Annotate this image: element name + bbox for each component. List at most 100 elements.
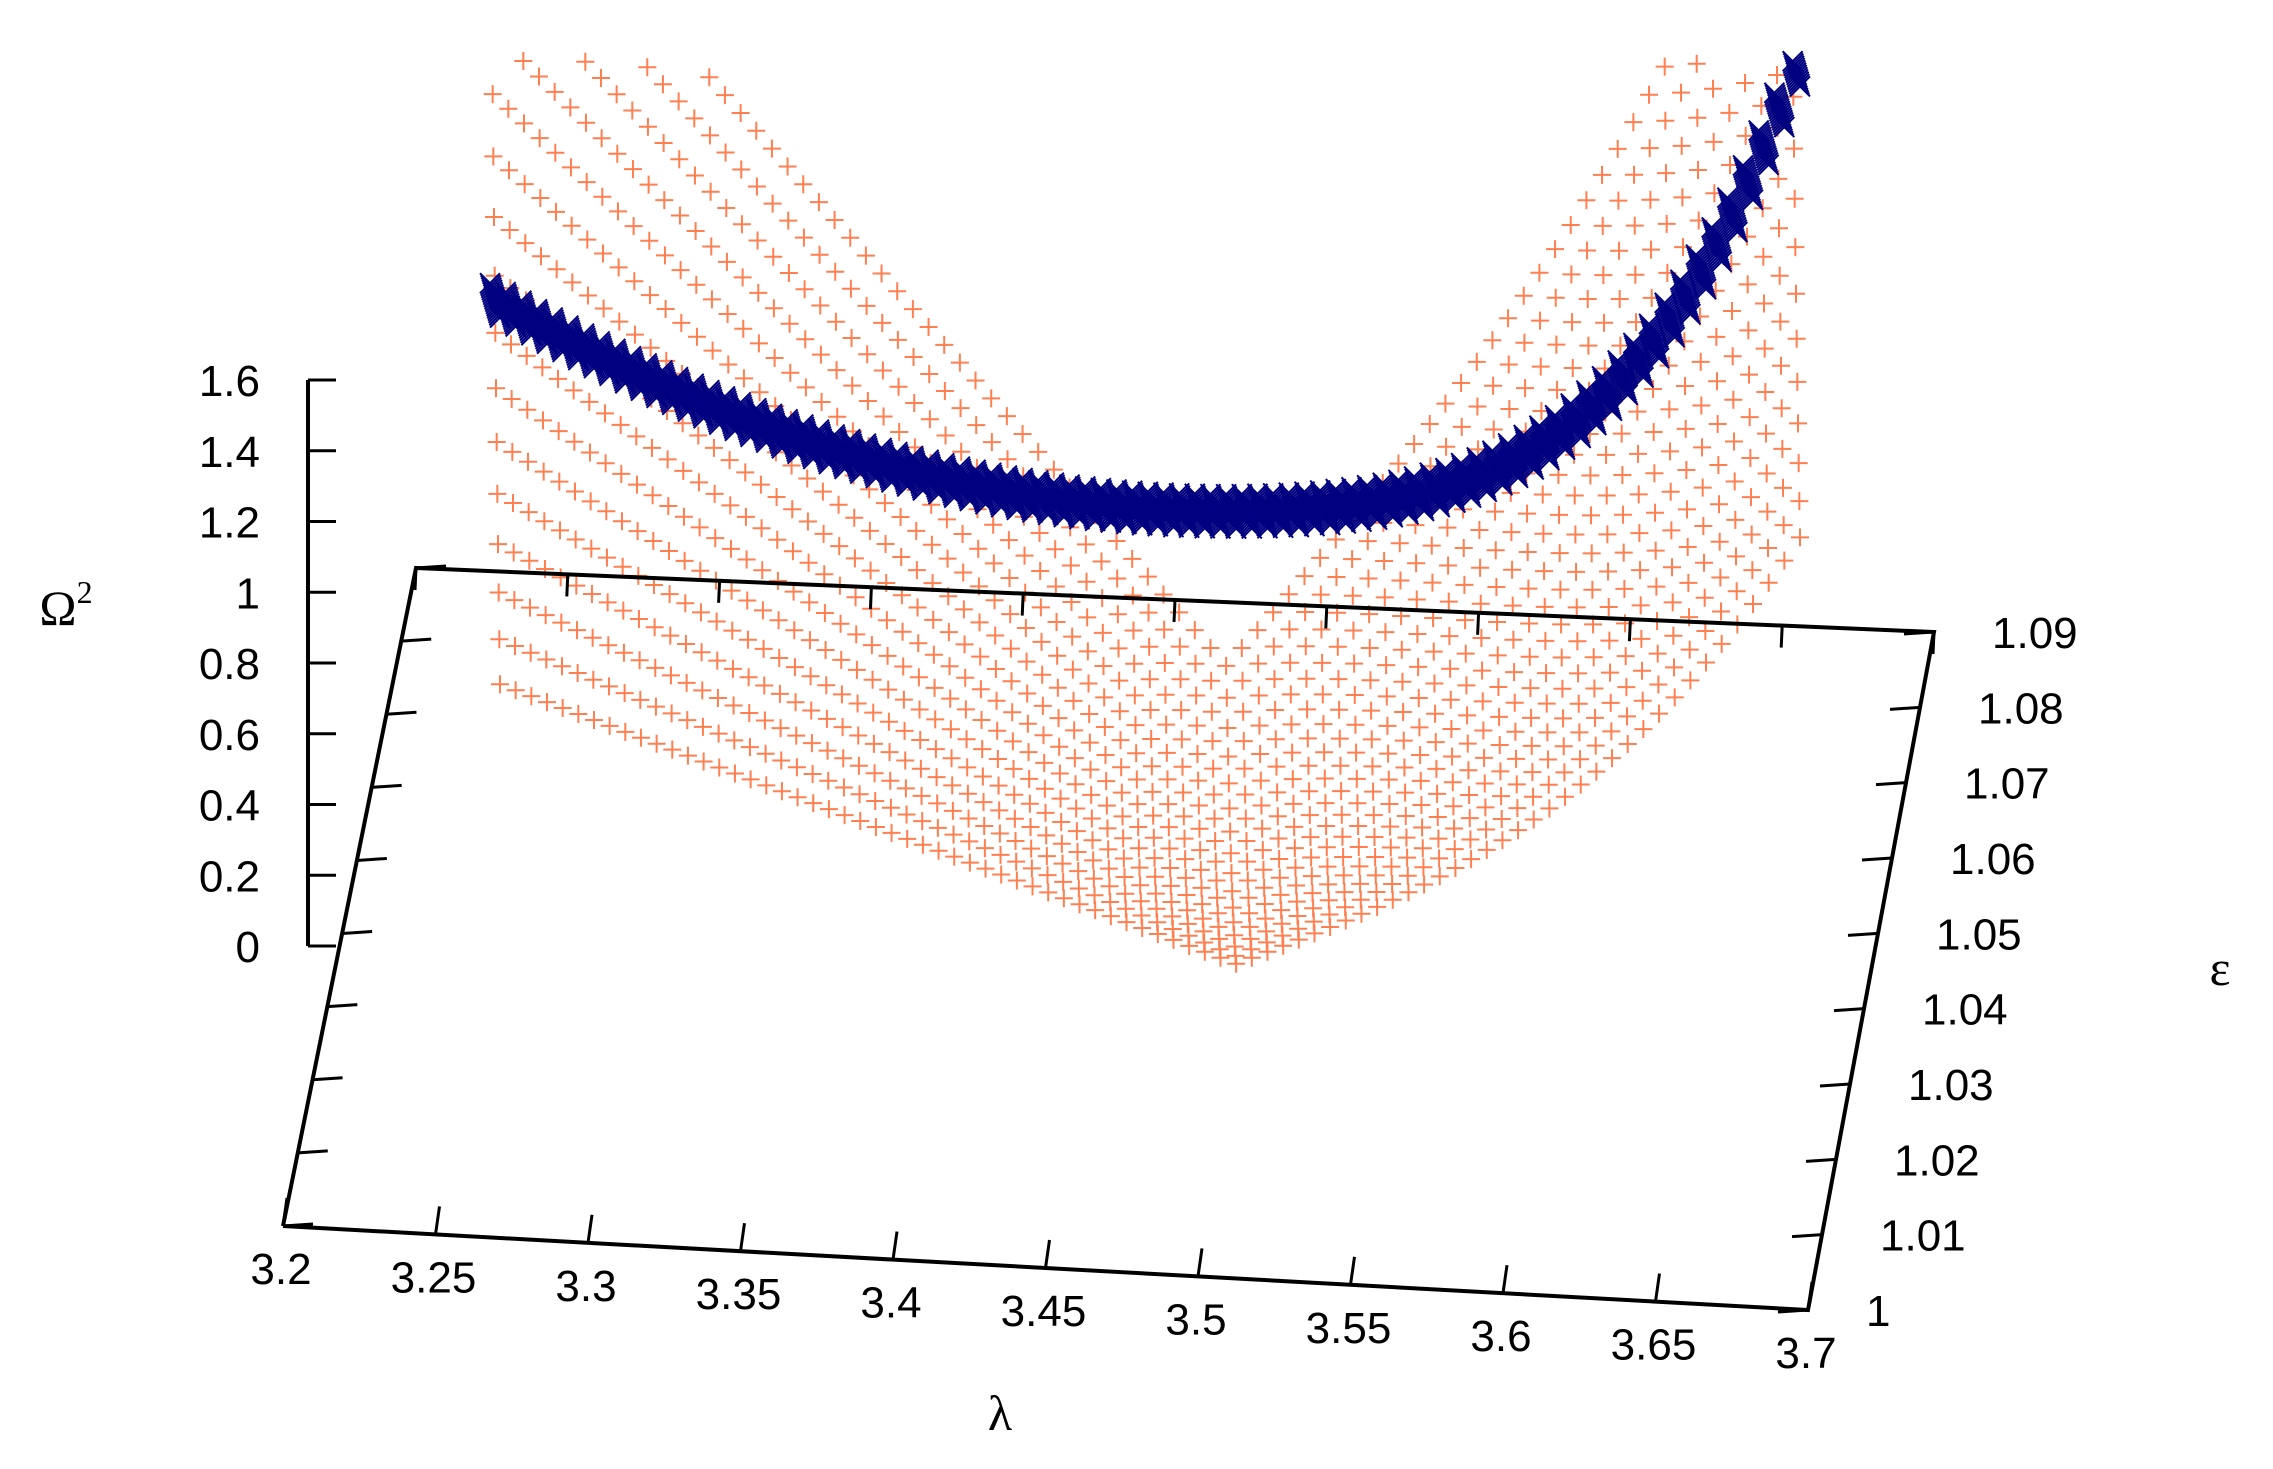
surface-point-plus bbox=[489, 583, 508, 602]
surface-point-plus bbox=[1033, 665, 1052, 684]
surface-point-plus bbox=[1111, 731, 1130, 750]
surface-point-plus bbox=[594, 299, 613, 318]
surface-point-plus bbox=[1414, 858, 1433, 877]
surface-point-plus bbox=[937, 510, 956, 529]
surface-point-plus bbox=[1348, 794, 1367, 813]
surface-point-plus bbox=[627, 475, 646, 494]
surface-point-cross bbox=[1679, 303, 1702, 325]
surface-point-plus bbox=[999, 531, 1018, 550]
surface-point-plus bbox=[1445, 840, 1464, 859]
y-tick-label: 1.08 bbox=[1978, 684, 2064, 733]
surface-point-plus bbox=[1131, 892, 1150, 911]
surface-point-cross bbox=[496, 285, 518, 308]
surface-point-plus bbox=[1768, 66, 1786, 85]
surface-point-plus bbox=[943, 776, 962, 795]
surface-point-plus bbox=[1282, 715, 1301, 734]
surface-point-plus bbox=[1788, 372, 1807, 391]
surface-point-plus bbox=[1143, 782, 1162, 801]
surface-point-cross bbox=[1786, 66, 1809, 88]
surface-point-plus bbox=[1446, 858, 1465, 877]
surface-point-plus bbox=[1392, 640, 1411, 659]
surface-point-plus bbox=[1618, 734, 1637, 753]
surface-point-plus bbox=[1023, 877, 1042, 896]
surface-point-plus bbox=[1285, 839, 1304, 858]
surface-point-plus bbox=[717, 252, 736, 271]
surface-point-plus bbox=[1358, 532, 1377, 551]
surface-point-plus bbox=[898, 829, 917, 848]
surface-point-plus bbox=[1116, 884, 1135, 903]
surface-point-cross bbox=[1690, 262, 1713, 284]
surface-point-plus bbox=[693, 717, 712, 736]
surface-point-plus bbox=[1552, 615, 1571, 634]
surface-point-plus bbox=[520, 598, 539, 617]
surface-point-plus bbox=[1712, 602, 1731, 621]
x-tick-mark-back bbox=[413, 567, 418, 591]
surface-point-plus bbox=[548, 369, 567, 388]
surface-point-plus bbox=[1248, 621, 1267, 640]
surface-point-plus bbox=[1128, 795, 1147, 814]
surface-point-plus bbox=[770, 684, 789, 703]
z-tick-label: 0.2 bbox=[199, 852, 260, 901]
surface-point-plus bbox=[1409, 688, 1428, 707]
surface-point-plus bbox=[584, 670, 603, 689]
surface-point-cross bbox=[1706, 234, 1728, 257]
surface-point-plus bbox=[1191, 841, 1210, 860]
surface-point-cross bbox=[1768, 98, 1790, 120]
surface-point-plus bbox=[1516, 379, 1535, 398]
surface-point-plus bbox=[1315, 743, 1334, 762]
surface-point-plus bbox=[738, 591, 757, 610]
surface-point-cross bbox=[886, 441, 908, 463]
surface-point-plus bbox=[1349, 817, 1368, 836]
surface-point-plus bbox=[1563, 359, 1582, 378]
surface-point-plus bbox=[1441, 659, 1460, 678]
surface-point-plus bbox=[924, 610, 943, 629]
surface-point-cross bbox=[620, 345, 642, 368]
surface-point-plus bbox=[1265, 670, 1284, 689]
surface-point-plus bbox=[1708, 372, 1727, 391]
surface-point-plus bbox=[546, 143, 565, 162]
surface-point-plus bbox=[1098, 819, 1117, 838]
surface-point-plus bbox=[1755, 294, 1774, 313]
surface-point-plus bbox=[1709, 455, 1728, 474]
surface-point-plus bbox=[1298, 700, 1317, 719]
surface-point-plus bbox=[659, 541, 678, 560]
surface-point-cross bbox=[1789, 75, 1811, 98]
surface-point-plus bbox=[841, 228, 860, 247]
surface-point-plus bbox=[1632, 629, 1651, 648]
surface-point-plus bbox=[1640, 85, 1659, 104]
surface-point-plus bbox=[737, 550, 756, 569]
surface-point-plus bbox=[1066, 775, 1085, 794]
surface-point-plus bbox=[1141, 700, 1160, 719]
surface-point-plus bbox=[1488, 646, 1507, 665]
surface-point-plus bbox=[1129, 818, 1148, 837]
surface-point-plus bbox=[957, 730, 976, 749]
surface-point-plus bbox=[488, 484, 507, 503]
surface-point-plus bbox=[1426, 733, 1445, 752]
surface-point-plus bbox=[531, 189, 550, 208]
surface-point-plus bbox=[926, 710, 945, 729]
surface-point-cross bbox=[1691, 266, 1714, 289]
surface-point-plus bbox=[1335, 883, 1354, 902]
surface-point-plus bbox=[1202, 702, 1221, 721]
surface-point-plus bbox=[718, 305, 737, 324]
surface-point-plus bbox=[762, 139, 781, 158]
surface-point-plus bbox=[1005, 785, 1024, 804]
surface-point-cross bbox=[1672, 280, 1695, 303]
surface-point-plus bbox=[1047, 613, 1066, 632]
surface-point-plus bbox=[499, 99, 518, 118]
surface-point-cross bbox=[1500, 441, 1522, 464]
surface-point-plus bbox=[1680, 640, 1699, 659]
surface-point-plus bbox=[1644, 380, 1663, 399]
surface-point-plus bbox=[1219, 747, 1238, 766]
surface-point-plus bbox=[785, 658, 804, 677]
surface-point-plus bbox=[766, 397, 785, 416]
surface-point-cross bbox=[1513, 426, 1536, 449]
surface-point-plus bbox=[1303, 884, 1322, 903]
surface-point-plus bbox=[858, 345, 877, 364]
surface-point-cross bbox=[1736, 168, 1758, 190]
surface-point-plus bbox=[1661, 442, 1680, 461]
surface-point-plus bbox=[740, 704, 759, 723]
surface-point-cross bbox=[667, 366, 689, 388]
surface-point-cross bbox=[1654, 294, 1677, 316]
surface-point-plus bbox=[982, 433, 1001, 452]
